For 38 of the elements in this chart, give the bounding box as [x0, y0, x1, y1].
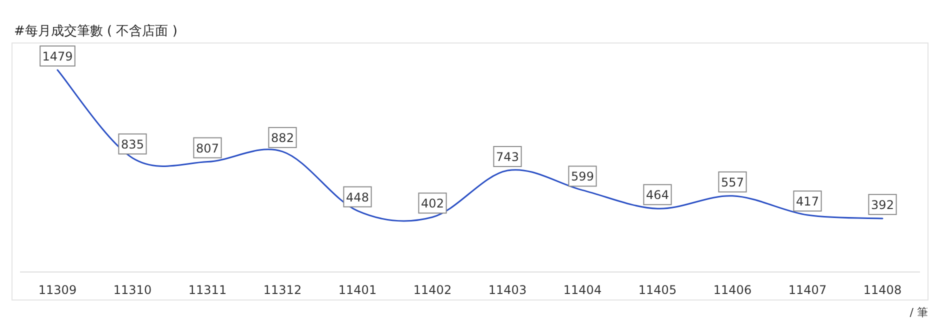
xtick: 11404	[563, 283, 602, 297]
data-label: 743	[496, 150, 519, 164]
xtick: 11310	[113, 283, 152, 297]
xtick: 11311	[188, 283, 227, 297]
data-label: 417	[796, 194, 819, 209]
data-label: 557	[718, 171, 747, 192]
data-label: 599	[568, 166, 597, 187]
data-label: 464	[643, 184, 672, 206]
xtick: 11405	[638, 283, 677, 297]
xtick: 11402	[413, 283, 452, 297]
data-label: 743	[493, 146, 522, 168]
data-label: 1479	[42, 50, 73, 64]
data-label: 1479	[40, 46, 76, 66]
xtick: 11407	[788, 283, 827, 297]
data-label: 392	[871, 198, 894, 212]
xtick: 11309	[38, 283, 77, 297]
data-label: 599	[571, 170, 594, 184]
data-label: 448	[343, 186, 372, 208]
data-label: 402	[418, 192, 447, 214]
data-label: 557	[721, 175, 744, 190]
data-label: 464	[646, 188, 669, 202]
data-label: 882	[268, 127, 297, 148]
xtick: 11408	[863, 283, 902, 297]
data-label: 882	[271, 131, 294, 146]
title: #每月成交筆數 ( 不含店面 )	[14, 24, 178, 39]
data-label: 392	[868, 194, 897, 215]
xtick: 11312	[263, 283, 302, 297]
data-label: 807	[196, 141, 219, 156]
data-label: 807	[193, 137, 222, 158]
data-label: 835	[121, 137, 144, 152]
data-label: 417	[793, 190, 822, 212]
data-label: 402	[421, 196, 444, 211]
data-label: 448	[346, 190, 369, 204]
xtick: 11401	[338, 283, 377, 297]
xtick: 11406	[713, 283, 752, 297]
xtick: 11403	[488, 283, 527, 297]
annotation: / 筆	[910, 306, 928, 319]
data-label: 835	[118, 133, 147, 154]
